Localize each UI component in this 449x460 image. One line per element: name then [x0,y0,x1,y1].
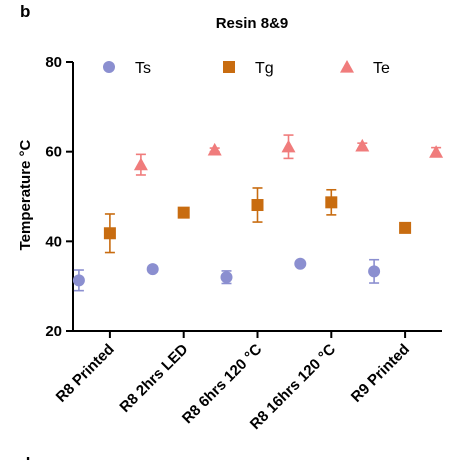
y-tick-label-80: 80 [45,54,62,71]
y-tick-label-60: 60 [45,144,62,161]
point-ts-3 [294,257,307,270]
y-tick-label-40: 40 [45,233,62,250]
point-tg-4 [399,221,412,234]
panel-label-b: b [20,2,30,21]
chart-title: Resin 8&9 [216,15,289,32]
x-tick-label-1: R8 2hrs LED [116,341,191,416]
x-tick-label-0: R8 Printed [53,341,118,406]
legend-label-ts: Ts [135,60,151,77]
point-tg-0 [103,227,116,240]
data-points [72,138,444,287]
point-ts-2 [220,271,233,284]
legend-label-tg: Tg [255,60,274,77]
point-ts-1 [146,263,159,276]
point-tg-2 [251,199,264,212]
point-tg-3 [325,196,338,209]
point-ts-4 [368,265,381,278]
axes [66,61,442,338]
legend-marker-ts [103,61,115,73]
point-te-2 [281,139,296,153]
legend-label-te: Te [373,60,390,77]
legend-marker-te [340,60,354,73]
y-tick-labels: 20 40 60 80 [45,54,62,340]
point-te-1 [207,142,222,156]
legend: Ts Tg Te [103,60,390,77]
error-bars [73,134,442,292]
y-tick-label-20: 20 [45,323,62,340]
point-te-4 [429,145,444,158]
panel-label-d: d [20,454,30,460]
point-ts-0 [72,274,85,287]
point-te-0 [133,157,148,171]
x-tick-label-4: R9 Printed [348,341,413,406]
y-axis-label: Temperature °C [17,139,34,250]
legend-marker-tg [223,61,235,73]
point-te-3 [355,138,370,152]
point-tg-1 [177,206,190,219]
